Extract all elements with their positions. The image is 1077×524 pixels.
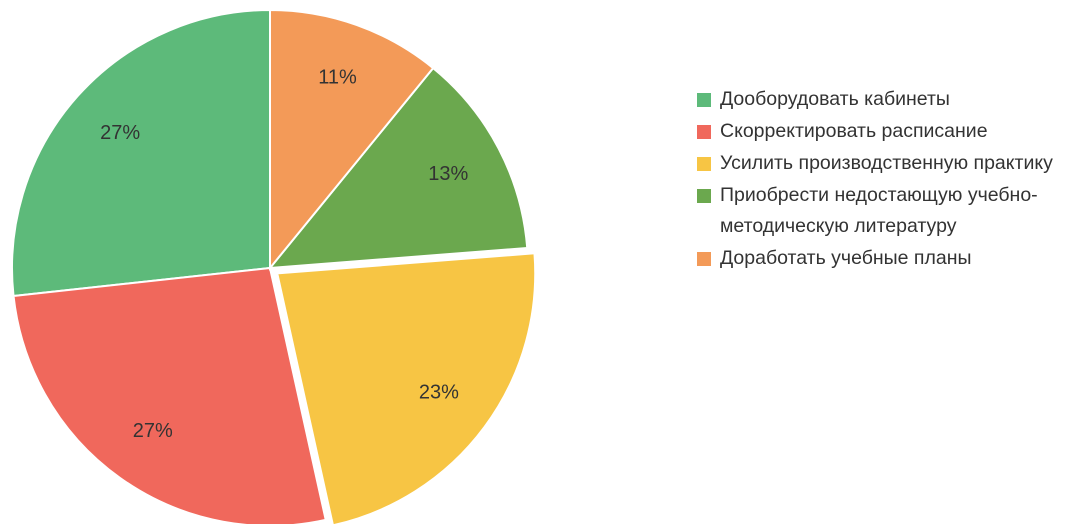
legend-item: Усилить производственную практику <box>697 148 1075 179</box>
pie-slice <box>267 66 529 270</box>
pie-slice <box>11 8 271 298</box>
data-label: 27% <box>133 420 173 442</box>
legend: Дооборудовать кабинеты Скорректировать ра… <box>697 84 1075 275</box>
legend-swatch <box>697 125 711 139</box>
legend-swatch <box>697 93 711 107</box>
legend-label: Доработать учебные планы <box>720 247 972 269</box>
legend-item: Доработать учебные планы <box>697 243 1075 274</box>
legend-item: Дооборудовать кабинеты <box>697 84 1075 115</box>
data-label: 23% <box>419 381 459 403</box>
legend-label: Приобрести недостающую учебно-методическ… <box>720 184 1038 237</box>
legend-swatch <box>697 189 711 203</box>
pie-slice <box>276 252 537 524</box>
data-label: 11% <box>318 67 357 89</box>
data-label: 13% <box>428 163 468 185</box>
legend-swatch <box>697 252 711 266</box>
legend-label: Дооборудовать кабинеты <box>720 88 950 110</box>
legend-label: Усилить производственную практику <box>720 152 1053 174</box>
legend-item: Скорректировать расписание <box>697 116 1075 147</box>
pie-slice <box>269 8 435 271</box>
legend-label: Скорректировать расписание <box>720 120 988 142</box>
legend-item: Приобрести недостающую учебно-методическ… <box>697 180 1075 242</box>
legend-swatch <box>697 157 711 171</box>
pie-slice <box>12 266 327 524</box>
data-label: 27% <box>100 122 140 144</box>
pie-chart: 27% 27% 23% 13% 11% <box>11 8 537 524</box>
